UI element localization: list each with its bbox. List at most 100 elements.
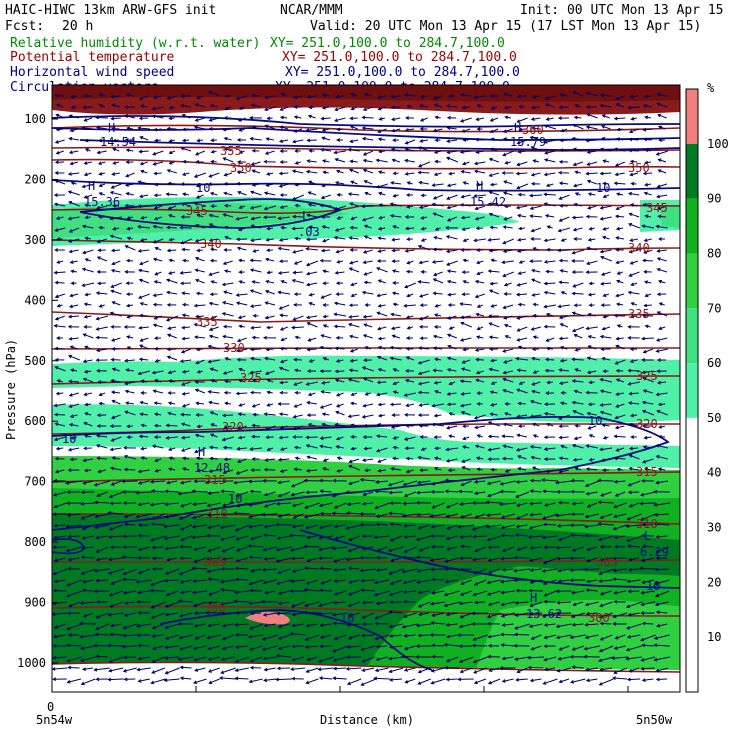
vector-arrow: [126, 346, 133, 350]
vector-arrow: [361, 534, 374, 539]
vector-arrow: [560, 291, 567, 295]
vector-arrow: [52, 655, 67, 660]
vector-arrow: [375, 555, 388, 560]
vector-arrow: [545, 103, 555, 108]
vector-arrow: [224, 379, 232, 384]
vector-arrow: [80, 656, 96, 663]
vector-arrow: [599, 513, 613, 519]
extremum-h6-value: 13.62: [526, 607, 562, 621]
vector-arrow: [655, 150, 669, 156]
vector-arrow: [657, 169, 667, 174]
vector-arrow: [571, 326, 585, 333]
vector-arrow: [98, 401, 105, 406]
vector-arrow: [67, 557, 80, 562]
vector-arrow: [68, 304, 79, 309]
extremum-h4-letter: H: [514, 121, 521, 135]
vector-arrow: [569, 634, 586, 640]
vector-arrow: [233, 590, 250, 595]
vector-arrow: [587, 345, 597, 350]
vector-arrow: [402, 599, 417, 604]
vector-arrow: [654, 567, 669, 572]
vector-arrow: [56, 237, 63, 241]
vector-arrow: [643, 137, 652, 142]
vector-arrow: [84, 236, 91, 241]
vector-arrow: [167, 370, 176, 375]
vector-arrow: [420, 216, 428, 220]
vector-arrow: [377, 249, 386, 253]
vector-arrow: [251, 183, 260, 187]
vector-arrow: [403, 303, 416, 308]
vector-arrow: [402, 612, 417, 618]
vector-arrow: [628, 446, 639, 451]
vector-arrow: [602, 314, 609, 319]
vector-arrow: [112, 147, 120, 152]
vector-arrow: [587, 370, 597, 375]
vector-arrow: [656, 92, 667, 97]
vector-arrow: [613, 645, 626, 650]
vector-arrow: [248, 601, 263, 606]
vector-arrow: [303, 610, 320, 615]
vector-arrow: [502, 389, 514, 394]
vector-arrow: [263, 159, 276, 164]
vector-arrow: [502, 128, 513, 133]
vector-arrow: [151, 567, 163, 571]
extremum-h5-value: 12.48: [194, 461, 230, 475]
vector-arrow: [406, 104, 413, 109]
vector-arrow: [152, 645, 164, 651]
vector-arrow: [108, 491, 124, 499]
vector-arrow: [531, 347, 540, 352]
vector-arrow: [138, 116, 149, 121]
vector-arrow: [573, 237, 582, 241]
vector-arrow: [530, 634, 542, 640]
vector-arrow: [472, 534, 487, 539]
vector-arrow: [221, 634, 235, 641]
vector-arrow: [585, 667, 599, 672]
vector-arrow: [345, 490, 362, 495]
vector-arrow: [433, 103, 442, 108]
vector-arrow: [163, 535, 180, 541]
vector-arrow: [417, 413, 430, 417]
vector-arrow: [264, 124, 276, 130]
vector-arrow: [250, 356, 262, 361]
vector-arrow: [389, 345, 402, 350]
vector-arrow: [419, 435, 428, 439]
vector-arrow: [543, 139, 556, 144]
vector-arrow: [321, 225, 330, 229]
vector-arrow: [263, 557, 276, 561]
vector-arrow: [377, 413, 386, 418]
vector-arrow: [419, 303, 428, 308]
vector-arrow: [628, 148, 639, 153]
vector-arrow: [122, 655, 137, 660]
vector-arrow: [448, 326, 455, 330]
vector-arrow: [52, 545, 67, 550]
vector-arrow: [585, 91, 598, 97]
vector-arrow: [67, 172, 80, 176]
vector-arrow: [321, 159, 330, 163]
vector-arrow: [335, 445, 344, 449]
vector-arrow: [333, 600, 347, 605]
vector-arrow: [322, 357, 329, 361]
vector-arrow: [293, 467, 302, 472]
vector-arrow: [83, 392, 93, 397]
vector-arrow: [151, 656, 165, 663]
vector-arrow: [95, 358, 108, 363]
vector-arrow: [377, 106, 387, 111]
vector-arrow: [248, 502, 264, 507]
vector-arrow: [434, 227, 441, 231]
vector-arrow: [602, 194, 610, 198]
vector-arrow: [515, 205, 528, 210]
vector-arrow: [54, 227, 66, 232]
vector-arrow: [359, 522, 376, 527]
vector-arrow: [266, 116, 273, 121]
vector-arrow: [586, 356, 597, 361]
vector-arrow: [250, 161, 261, 166]
vector-arrow: [137, 656, 150, 661]
vector-arrow: [335, 94, 344, 99]
vector-arrow: [655, 546, 669, 553]
vector-arrow: [487, 557, 500, 562]
vector-arrow: [68, 114, 79, 119]
vector-arrow: [320, 148, 332, 152]
vector-arrow: [543, 447, 556, 451]
vector-arrow: [585, 138, 598, 143]
vector-arrow: [53, 502, 67, 509]
